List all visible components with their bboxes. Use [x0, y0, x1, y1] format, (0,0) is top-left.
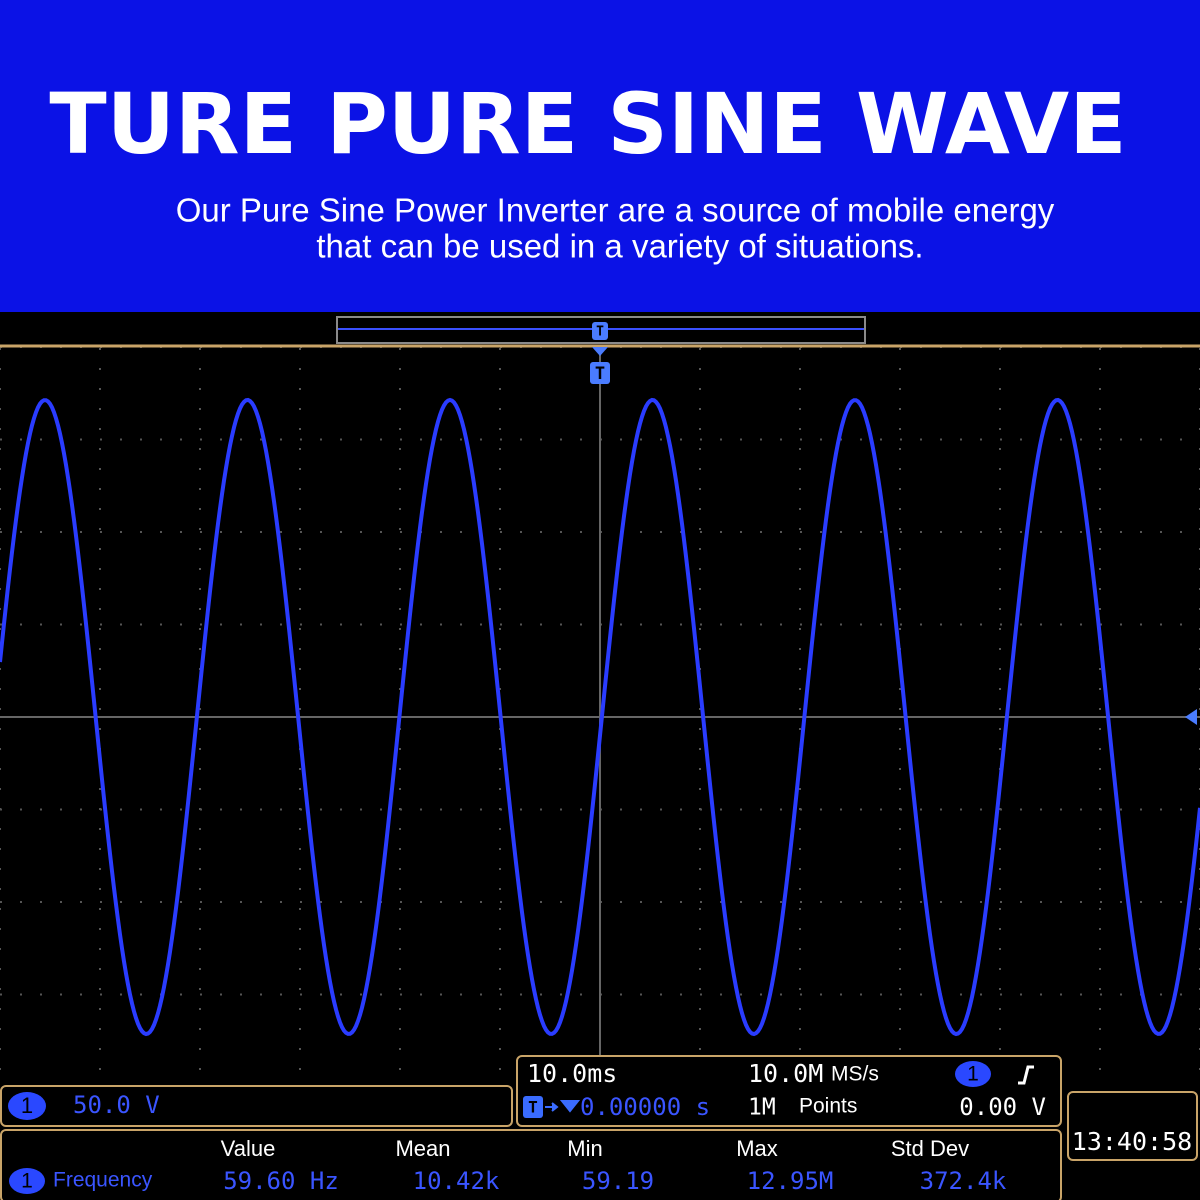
trigger-arrow: [592, 347, 608, 356]
ground-marker: [1185, 709, 1197, 725]
record-unit: Points: [799, 1095, 857, 1118]
measurement-header: Std Dev: [891, 1136, 969, 1161]
measurement-value: 372.4k: [920, 1167, 1007, 1195]
sample-rate-unit: MS/s: [831, 1063, 879, 1086]
trigger-marker: [590, 362, 610, 384]
trigger-badge-text: 1: [967, 1063, 979, 1086]
measurement-badge-text: 1: [21, 1170, 33, 1193]
record-view-box: [336, 316, 866, 344]
measurement-table: Value Mean Min Max Std Dev 1 Frequency 59.60 Hz…: [9, 1136, 1007, 1195]
subtitle: that can be used in a variety of situati…: [316, 228, 923, 265]
header-banner: [0, 0, 1200, 312]
timebase-box: [516, 1055, 1062, 1127]
measurement-value: 10.42k: [413, 1167, 500, 1195]
graticule: [0, 346, 1200, 1085]
trigger-badge: [955, 1061, 991, 1087]
measurement-header: Max: [736, 1136, 778, 1161]
delay-arrow: [545, 1100, 581, 1113]
delay-icon: [523, 1096, 543, 1118]
sample-rate: 10.0M: [748, 1059, 823, 1088]
clock: 13:40:58: [1072, 1127, 1192, 1156]
measurement-name: Frequency: [53, 1169, 153, 1192]
delay: 0.00000 s: [580, 1093, 710, 1121]
trigger-marker-text: T: [596, 325, 604, 340]
subtitle: Our Pure Sine Power Inverter are a sourc…: [176, 192, 1055, 229]
channel-badge-text: 1: [21, 1093, 33, 1118]
measurement-header: Min: [567, 1136, 602, 1161]
measurement-header: Value: [221, 1136, 276, 1161]
record-length: 1M: [748, 1095, 776, 1121]
measurement-value: 59.19: [582, 1167, 654, 1195]
channel-box: [0, 1085, 513, 1127]
measurement-badge: [9, 1168, 45, 1194]
trigger-marker-text: T: [595, 364, 605, 384]
measurement-value: 12.95M: [747, 1167, 834, 1195]
trigger-slope: [1018, 1065, 1034, 1085]
channel-scale: 50.0 V: [73, 1091, 160, 1119]
measurement-box: [0, 1129, 1062, 1200]
trigger-marker-small: [592, 322, 608, 340]
delay-icon-text: T: [528, 1098, 538, 1117]
time-per-div: 10.0ms: [527, 1059, 617, 1088]
trigger-level: 0.00 V: [959, 1093, 1046, 1121]
sine-trace: [0, 397, 1200, 1037]
title: TURE PURE SINE WAVE: [49, 75, 1126, 173]
measurement-value: 59.60 Hz: [223, 1167, 339, 1195]
measurement-header: Mean: [395, 1136, 450, 1161]
channel-badge: [8, 1092, 46, 1120]
clock-box: [1067, 1091, 1198, 1161]
